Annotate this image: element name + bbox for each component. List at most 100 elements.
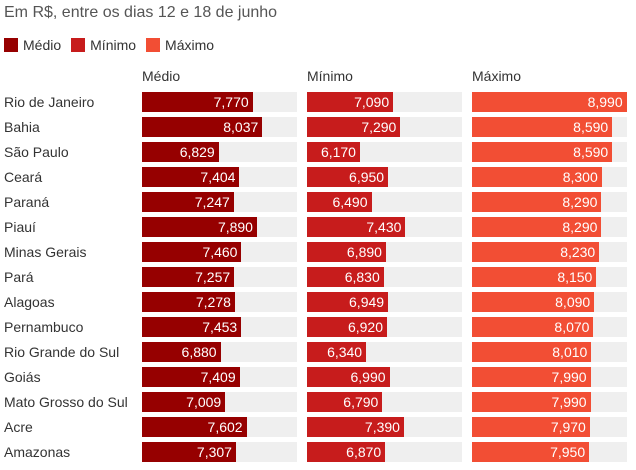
category-label: Paraná: [4, 194, 50, 210]
bar-value-label: 7,890: [217, 219, 253, 235]
bar-track: 6,990: [307, 367, 462, 387]
legend-swatch-minimo: [71, 38, 86, 52]
bar-track: 8,150: [472, 267, 627, 287]
bar-medio: [142, 392, 226, 412]
bar-maximo: [472, 242, 600, 262]
bar-value-label: 7,290: [361, 119, 397, 135]
bar-track: 7,890: [142, 217, 297, 237]
bar-value-label: 7,453: [202, 319, 238, 335]
bar-value-label: 8,590: [573, 144, 609, 160]
bar-value-label: 7,602: [207, 419, 243, 435]
bar-medio: [142, 117, 263, 137]
bar-track: 8,590: [472, 142, 627, 162]
bar-value-label: 8,990: [587, 94, 623, 110]
legend-label-medio: Médio: [23, 37, 62, 53]
bar-value-label: 7,990: [551, 369, 587, 385]
column-header-medio: Médio: [142, 68, 181, 84]
bar-track: 8,037: [142, 117, 297, 137]
bar-minimo: [307, 342, 367, 362]
bar-track: 6,950: [307, 167, 462, 187]
column-header-maximo: Máximo: [472, 68, 522, 84]
bar-track: 8,290: [472, 217, 627, 237]
legend-label-maximo: Máximo: [165, 37, 215, 53]
bar-track: 7,770: [142, 92, 297, 112]
bar-minimo: [307, 142, 360, 162]
bar-value-label: 7,390: [364, 419, 400, 435]
bar-track: 7,257: [142, 267, 297, 287]
category-label: Alagoas: [4, 294, 55, 310]
bar-value-label: 8,150: [557, 269, 593, 285]
bar-track: 7,390: [307, 417, 462, 437]
bar-track: 7,430: [307, 217, 462, 237]
bar-value-label: 7,770: [213, 94, 249, 110]
bar-minimo: [307, 267, 384, 287]
column-header-minimo: Mínimo: [307, 68, 353, 84]
bar-track: 6,490: [307, 192, 462, 212]
bar-value-label: 6,340: [327, 344, 363, 360]
category-label: Pará: [4, 269, 34, 285]
bar-value-label: 7,009: [186, 394, 222, 410]
category-label: Rio Grande do Sul: [4, 344, 120, 360]
bar-track: 7,247: [142, 192, 297, 212]
bar-medio: [142, 367, 240, 387]
bar-medio: [142, 217, 257, 237]
category-label: São Paulo: [4, 144, 69, 160]
bar-medio: [142, 417, 247, 437]
bar-value-label: 7,409: [200, 369, 236, 385]
bar-track: 6,340: [307, 342, 462, 362]
bar-medio: [142, 317, 242, 337]
bar-medio: [142, 267, 235, 287]
bar-value-label: 7,990: [551, 394, 587, 410]
bar-maximo: [472, 392, 591, 412]
bar-medio: [142, 342, 221, 362]
bar-track: 8,230: [472, 242, 627, 262]
bar-value-label: 6,990: [350, 369, 386, 385]
bar-minimo: [307, 117, 401, 137]
bar-value-label: 8,290: [562, 194, 598, 210]
bar-track: 6,830: [307, 267, 462, 287]
bar-maximo: [472, 167, 602, 187]
bar-minimo: [307, 92, 394, 112]
category-label: Pernambuco: [4, 319, 84, 335]
bar-medio: [142, 167, 240, 187]
bar-track: 8,300: [472, 167, 627, 187]
legend-item-minimo: Mínimo: [71, 37, 136, 53]
category-label: Minas Gerais: [4, 244, 87, 260]
bar-track: 7,290: [307, 117, 462, 137]
bar-maximo: [472, 142, 613, 162]
legend-swatch-medio: [4, 38, 18, 52]
bar-maximo: [472, 417, 590, 437]
bar-value-label: 7,950: [550, 444, 586, 460]
bar-value-label: 7,247: [194, 194, 230, 210]
bar-medio: [142, 292, 235, 312]
category-label: Bahia: [4, 119, 40, 135]
bar-track: 6,920: [307, 317, 462, 337]
bar-value-label: 8,037: [223, 119, 259, 135]
bar-value-label: 6,830: [344, 269, 380, 285]
bar-value-label: 7,460: [202, 244, 238, 260]
bar-track: 7,453: [142, 317, 297, 337]
legend-label-minimo: Mínimo: [90, 37, 137, 53]
bar-value-label: 8,230: [560, 244, 596, 260]
bar-track: 7,278: [142, 292, 297, 312]
bar-track: 7,460: [142, 242, 297, 262]
bar-track: 7,950: [472, 442, 627, 462]
bar-track: 8,090: [472, 292, 627, 312]
bar-value-label: 6,490: [332, 194, 368, 210]
bar-value-label: 8,300: [562, 169, 598, 185]
bar-maximo: [472, 367, 591, 387]
bar-medio: [142, 442, 236, 462]
bar-value-label: 7,970: [550, 419, 586, 435]
bar-maximo: [472, 117, 613, 137]
category-label: Mato Grosso do Sul: [4, 394, 128, 410]
bar-minimo: [307, 167, 389, 187]
bar-track: 7,307: [142, 442, 297, 462]
legend-item-maximo: Máximo: [146, 37, 214, 53]
bar-track: 8,990: [472, 92, 627, 112]
bar-track: 8,010: [472, 342, 627, 362]
bar-value-label: 8,010: [552, 344, 588, 360]
legend: Médio Mínimo Máximo: [4, 37, 224, 53]
chart-subtitle: Em R$, entre os dias 12 e 18 de junho: [4, 4, 278, 21]
bar-track: 6,880: [142, 342, 297, 362]
bar-minimo: [307, 442, 386, 462]
